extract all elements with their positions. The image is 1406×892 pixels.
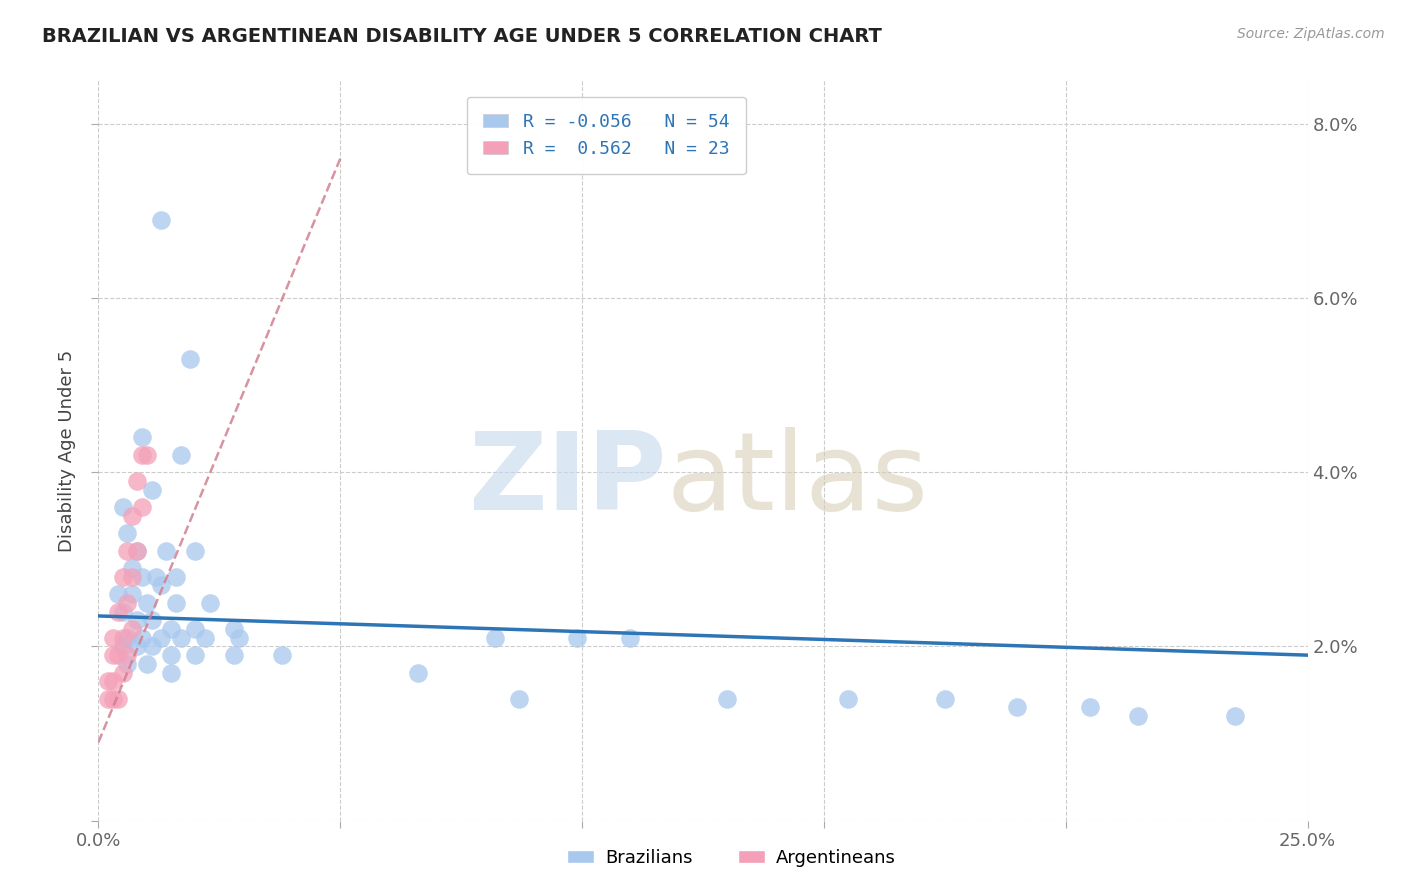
Point [121, 570, 143, 584]
Point [165, 596, 187, 610]
Point [121, 622, 143, 636]
Point [127, 613, 149, 627]
Point [131, 631, 153, 645]
Point [135, 596, 157, 610]
Point [101, 691, 124, 706]
Point [121, 587, 143, 601]
Point [127, 543, 149, 558]
Point [131, 570, 153, 584]
Point [222, 648, 245, 662]
Text: BRAZILIAN VS ARGENTINEAN DISABILITY AGE UNDER 5 CORRELATION CHART: BRAZILIAN VS ARGENTINEAN DISABILITY AGE … [42, 27, 882, 45]
Point [619, 631, 641, 645]
Point [127, 543, 149, 558]
Point [160, 648, 183, 662]
Legend: Brazilians, Argentineans: Brazilians, Argentineans [560, 842, 903, 874]
Point [1078, 700, 1101, 714]
Point [127, 474, 149, 488]
Point [165, 570, 187, 584]
Point [121, 508, 143, 523]
Point [484, 631, 506, 645]
Point [101, 674, 124, 689]
Point [97, 691, 120, 706]
Point [406, 665, 429, 680]
Text: atlas: atlas [666, 427, 929, 533]
Point [145, 570, 167, 584]
Point [508, 691, 530, 706]
Point [101, 631, 124, 645]
Point [1223, 709, 1246, 723]
Point [169, 448, 191, 462]
Legend: R = -0.056   N = 54, R =  0.562   N = 23: R = -0.056 N = 54, R = 0.562 N = 23 [467, 96, 745, 174]
Text: Source: ZipAtlas.com: Source: ZipAtlas.com [1237, 27, 1385, 41]
Point [141, 483, 163, 497]
Text: ZIP: ZIP [468, 427, 666, 533]
Point [155, 543, 177, 558]
Point [160, 622, 183, 636]
Point [150, 212, 173, 227]
Point [117, 596, 139, 610]
Point [107, 605, 129, 619]
Point [111, 631, 134, 645]
Point [97, 674, 120, 689]
Point [111, 570, 134, 584]
Point [131, 448, 153, 462]
Point [141, 640, 163, 654]
Point [271, 648, 294, 662]
Point [716, 691, 738, 706]
Point [121, 561, 143, 575]
Point [111, 500, 134, 514]
Point [150, 578, 173, 592]
Point [141, 613, 163, 627]
Point [169, 631, 191, 645]
Point [198, 596, 221, 610]
Point [160, 665, 183, 680]
Point [184, 648, 207, 662]
Point [184, 622, 207, 636]
Y-axis label: Disability Age Under 5: Disability Age Under 5 [58, 350, 76, 551]
Point [107, 587, 129, 601]
Point [117, 657, 139, 671]
Point [222, 622, 245, 636]
Point [567, 631, 589, 645]
Point [135, 657, 157, 671]
Point [131, 500, 153, 514]
Point [111, 640, 134, 654]
Point [127, 640, 149, 654]
Point [117, 543, 139, 558]
Point [111, 605, 134, 619]
Point [107, 691, 129, 706]
Point [131, 430, 153, 444]
Point [179, 351, 201, 366]
Point [184, 543, 207, 558]
Point [117, 526, 139, 541]
Point [117, 648, 139, 662]
Point [111, 665, 134, 680]
Point [135, 448, 157, 462]
Point [1007, 700, 1029, 714]
Point [228, 631, 250, 645]
Point [934, 691, 956, 706]
Point [1128, 709, 1150, 723]
Point [117, 631, 139, 645]
Point [101, 648, 124, 662]
Point [150, 631, 173, 645]
Point [194, 631, 217, 645]
Point [107, 648, 129, 662]
Point [837, 691, 859, 706]
